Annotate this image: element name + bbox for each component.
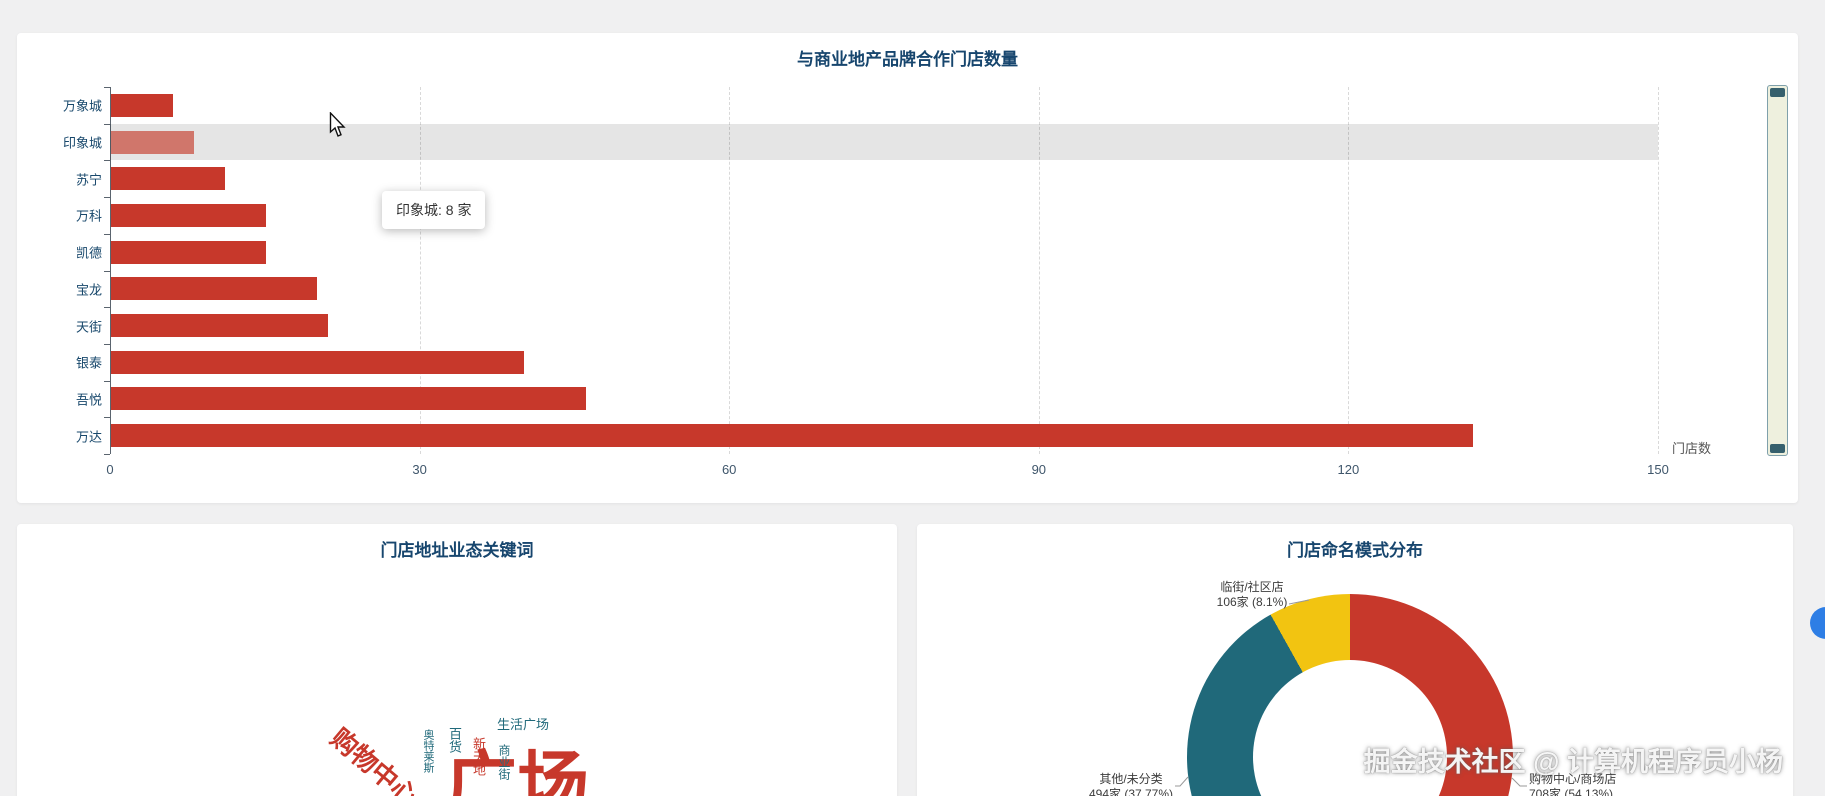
bar-category-label: 印象城 <box>62 135 102 151</box>
bar-category-label: 苏宁 <box>75 172 102 188</box>
y-axis-tick <box>104 160 110 162</box>
bar-category-label: 万科 <box>75 208 102 224</box>
x-tick-label: 0 <box>106 462 114 477</box>
x-axis-name: 门店数 <box>1672 441 1712 456</box>
pie-chart-card: 门店命名模式分布 临街/社区店 106家 (8.1%) 其他/未分类 494家 … <box>917 524 1793 796</box>
x-tick-label: 120 <box>1337 462 1360 477</box>
x-gridline <box>1658 87 1659 454</box>
bar[interactable] <box>111 93 173 117</box>
y-axis-tick <box>104 417 110 419</box>
bar-category-label: 万达 <box>75 429 102 445</box>
pie-label-name: 购物中心/商场店 <box>1529 772 1617 786</box>
bar-chart-card: 与商业地产品牌合作门店数量 门店数 印象城: 8 家 0 30 60 90 120 150… <box>17 33 1798 503</box>
y-axis-tick <box>104 380 110 382</box>
wordcloud-word[interactable]: 百货 <box>447 727 462 753</box>
pie-label-name: 临街/社区店 <box>1220 580 1284 594</box>
wordcloud-word[interactable]: 商业街 <box>497 744 511 780</box>
y-axis-line <box>110 87 111 454</box>
x-gridline <box>1038 87 1040 454</box>
datazoom-handle-top[interactable] <box>1770 88 1785 97</box>
pie-label-linjie-shequdian: 临街/社区店 106家 (8.1%) <box>1202 580 1302 610</box>
bar-category-label: 吾悦 <box>75 392 102 408</box>
bar-category-label: 宝龙 <box>75 282 102 298</box>
y-axis-tick <box>104 307 110 309</box>
pie-label-value: 106家 (8.1%) <box>1216 595 1288 609</box>
x-gridline <box>419 87 421 454</box>
bar[interactable] <box>111 277 318 301</box>
pie-label-value: 494家 (37.77%) <box>1088 787 1174 796</box>
pie-chart-title: 门店命名模式分布 <box>1287 541 1423 560</box>
x-gridline <box>1348 87 1350 454</box>
watermark: 掘金技术社区 @ 计算机程序员小杨 <box>1363 747 1783 777</box>
y-axis-tick <box>104 454 110 455</box>
bar-category-label: 天街 <box>75 319 102 335</box>
bar[interactable] <box>111 424 1474 448</box>
y-axis-tick <box>104 87 110 88</box>
bar-category-label: 凯德 <box>75 245 102 261</box>
y-axis-tick <box>104 270 110 272</box>
bar-chart-title: 与商业地产品牌合作门店数量 <box>797 50 1018 69</box>
mouse-cursor <box>329 112 346 137</box>
pie-label-name: 其他/未分类 <box>1099 772 1163 786</box>
wordcloud-word[interactable]: 广场 <box>445 746 590 796</box>
x-gridline <box>729 87 731 454</box>
bar[interactable] <box>111 314 328 338</box>
pie-label-qita-weifenlei: 其他/未分类 494家 (37.77%) <box>1087 772 1175 796</box>
datazoom-handle-bottom[interactable] <box>1770 444 1785 453</box>
wordcloud-word[interactable]: 新天地 <box>471 737 486 776</box>
y-axis-tick <box>104 343 110 345</box>
y-axis-tick <box>104 233 110 235</box>
wordcloud-title: 门店地址业态关键词 <box>380 541 534 560</box>
wordcloud-word[interactable]: 生活广场 <box>497 717 550 732</box>
bar[interactable] <box>111 387 586 411</box>
y-axis-tick <box>104 123 110 125</box>
hover-highlight-band <box>110 123 1658 161</box>
x-tick-label: 30 <box>412 462 427 477</box>
bar-category-label: 银泰 <box>75 355 102 371</box>
datazoom-slider[interactable] <box>1767 85 1788 456</box>
bar[interactable] <box>111 203 266 227</box>
wordcloud-word[interactable]: 奥特莱斯 <box>422 729 434 773</box>
x-tick-label: 150 <box>1647 462 1669 477</box>
x-tick-label: 90 <box>1031 462 1047 477</box>
pie-label-gouwuzhongxin-shangchangdian: 购物中心/商场店 708家 (54.13%) <box>1529 772 1641 796</box>
y-axis-tick <box>104 197 110 199</box>
chart-tooltip: 印象城: 8 家 <box>382 191 486 229</box>
wordcloud-card: 门店地址业态关键词 广场 购物中心 生活广场奥特莱斯 百货 新天地 商业街 <box>17 524 897 796</box>
bar[interactable] <box>111 167 225 191</box>
pie-label-value: 708家 (54.13%) <box>1529 787 1614 796</box>
bar[interactable] <box>111 240 266 264</box>
bar-chart: 门店数 印象城: 8 家 0 30 60 90 120 150 万象城印象城苏宁万科凯德宝龙… <box>17 33 1798 503</box>
floating-action-button[interactable] <box>1810 607 1825 639</box>
x-tick-label: 60 <box>721 462 737 477</box>
wordcloud-word[interactable]: 购物中心 <box>325 722 424 796</box>
bar-category-label: 万象城 <box>62 98 102 114</box>
bar[interactable] <box>111 350 524 374</box>
wordcloud-chart: 广场 购物中心 生活广场奥特莱斯 百货 新天地 商业街 <box>17 524 897 796</box>
bar[interactable] <box>111 130 194 154</box>
